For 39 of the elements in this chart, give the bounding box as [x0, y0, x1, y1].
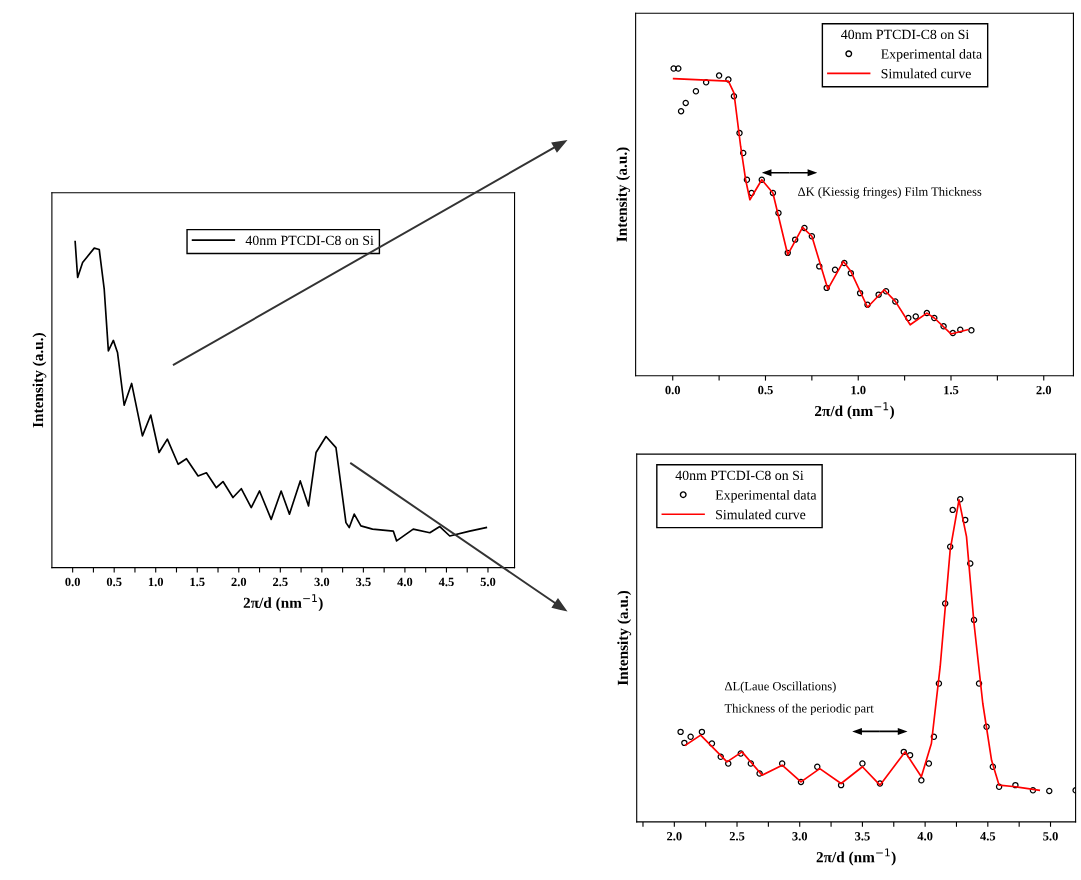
x-tick-label: 5.0	[480, 577, 496, 587]
x-tick-label: 2.0	[231, 577, 247, 587]
x-tick-label: 0.5	[758, 385, 773, 395]
legend-label: 40nm PTCDI-C8 on Si	[245, 235, 374, 246]
x-tick-label: 4.5	[438, 577, 454, 587]
x-tick-label: 0.0	[65, 577, 80, 587]
y-axis-title: Intensity (a.u.)	[617, 590, 632, 686]
annotation: Thickness of the periodic part	[724, 703, 874, 716]
legend-label: Experimental data	[881, 48, 982, 62]
x-tick-label: 1.0	[851, 385, 866, 395]
x-tick-label: 1.0	[148, 577, 164, 587]
x-tick-label: 4.0	[397, 577, 413, 587]
legend-label: Simulated curve	[881, 68, 971, 79]
x-tick-label: 3.0	[314, 577, 330, 587]
x-axis-title: 2π/d (nm$^{−1}$)	[816, 848, 896, 866]
x-tick-label: 1.5	[944, 385, 959, 395]
legend-title: 40nm PTCDI-C8 on Si	[675, 470, 804, 481]
x-tick-label: 2.5	[273, 577, 288, 587]
annotation: ΔK (Kiessig fringes) Film Thickness	[798, 186, 982, 199]
legend-label: Simulated curve	[716, 509, 806, 520]
x-tick-label: 2.0	[667, 832, 682, 841]
legend-title: 40nm PTCDI-C8 on Si	[841, 29, 970, 40]
x-tick-label: 5.0	[1043, 832, 1058, 841]
x-tick-label: 3.5	[356, 577, 371, 587]
x-tick-label: 2.0	[1036, 385, 1052, 395]
annotation: ΔL(Laue Oscillations)	[724, 681, 836, 693]
x-tick-label: 3.5	[855, 832, 870, 841]
x-tick-label: 4.0	[917, 832, 933, 841]
x-tick-label: 0.5	[106, 577, 122, 587]
x-tick-label: 0.0	[665, 385, 681, 395]
x-tick-label: 4.5	[980, 832, 996, 841]
y-axis-title: Intensity (a.u.)	[32, 333, 47, 428]
x-axis-title: 2π/d (nm$^{−1}$)	[243, 594, 323, 612]
legend-label: Experimental data	[715, 489, 817, 503]
x-tick-label: 2.5	[729, 832, 745, 841]
x-tick-label: 3.0	[792, 832, 808, 841]
x-tick-label: 1.5	[190, 577, 205, 587]
y-axis-title: Intensity (a.u.)	[616, 147, 631, 242]
x-axis-title: 2π/d (nm$^{−1}$)	[814, 402, 894, 420]
